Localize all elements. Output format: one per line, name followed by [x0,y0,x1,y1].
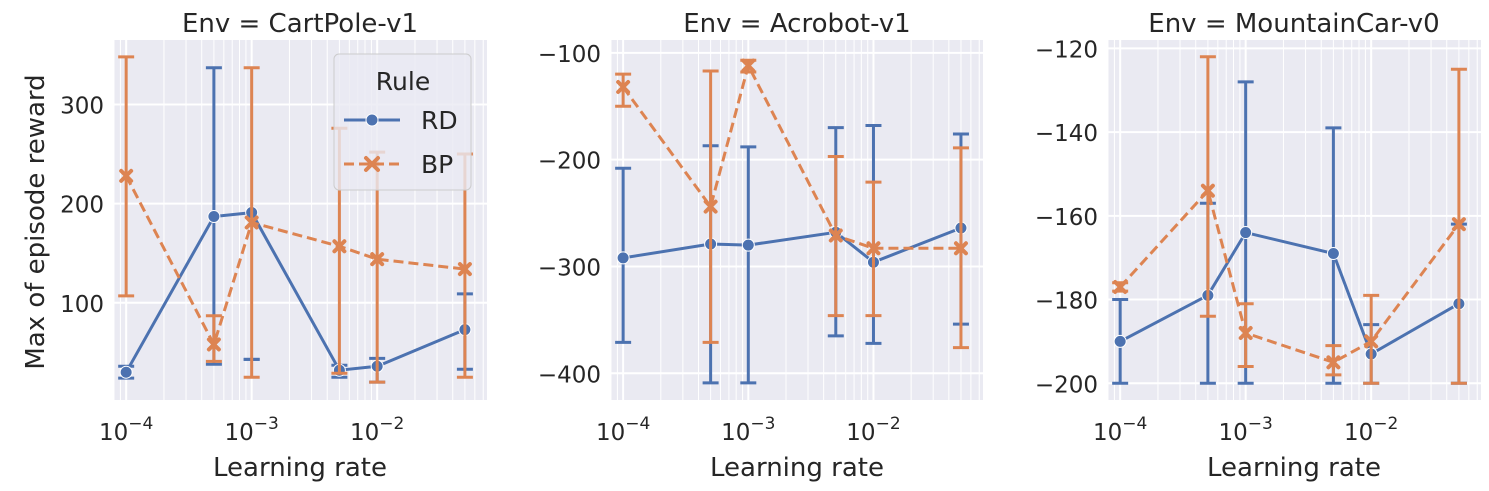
data-point [828,228,843,243]
series-line [622,226,962,264]
y-tick-label: 300 [60,93,104,119]
x-tick-label: 10−2 [350,414,404,446]
plot-area-2: −400 −300 −200 −100 10−4 10−3 10−2 [538,40,983,446]
y-tick-label: −160 [1035,205,1098,231]
y-tick-label: −200 [1035,372,1098,398]
series-line [124,175,466,349]
series-bp [1112,55,1467,385]
x-tick-label: 10−3 [721,414,775,446]
plot-area-3: −200 −180 −160 −140 −120 10−4 10−3 10−2 [1035,37,1481,446]
legend-bp-marker [364,156,380,172]
plot-background [1108,40,1481,400]
y-tick-label: 200 [60,193,104,219]
data-point [1326,355,1341,370]
legend-rd-marker [365,113,379,127]
legend-rd-label: RD [421,106,458,135]
data-point [206,337,221,352]
data-point [1239,226,1253,240]
data-point [616,251,630,265]
legend-title: Rule [376,67,430,96]
data-point [1113,279,1128,294]
x-tick-label: 10−3 [1218,414,1272,446]
series-bp [118,55,473,384]
data-point [866,241,881,256]
plot-background [611,40,983,400]
data-point [703,199,718,214]
data-point [953,241,968,256]
data-point [1113,334,1127,348]
x-tick-label: 10−4 [596,414,650,446]
series-line [1119,230,1460,357]
panel-mountaincar: Env = MountainCar-v0 Learning rate [1148,9,1439,483]
panel-cartpole: Env = CartPole-v1 Learning rate [182,9,418,483]
data-point [616,80,631,95]
series-line [621,61,961,250]
x-axis-label: Learning rate [1207,453,1381,483]
data-point [244,215,259,230]
data-point [207,210,221,224]
data-point [370,252,385,267]
y-tick-label: −200 [538,149,601,175]
y-tick-label: −400 [538,362,601,388]
x-tick-label: 10−2 [846,414,900,446]
y-tick-label: −180 [1035,289,1098,315]
series-rd [1112,80,1467,385]
x-tick-label: 10−3 [224,414,278,446]
y-tick-label: 100 [60,292,104,318]
data-point [1326,246,1340,260]
panel-acrobot: Env = Acrobot-v1 Learning rate [683,9,910,483]
x-axis-label: Learning rate [710,453,884,483]
legend: Rule RD BP [333,53,472,191]
data-point [1451,217,1466,232]
panel-title: Env = MountainCar-v0 [1148,9,1439,39]
series-bp [615,58,969,350]
y-tick-label: −120 [1035,37,1098,63]
x-tick-label: 10−4 [99,414,153,446]
y-axis-label: Max of episode reward [21,74,51,369]
x-tick-label: 10−2 [1344,414,1398,446]
y-tick-label: −300 [538,255,601,281]
data-point [1364,334,1379,349]
x-tick-label: 10−4 [1093,414,1147,446]
panel-title: Env = Acrobot-v1 [683,9,910,39]
y-tick-label: −140 [1035,121,1098,147]
series-line [124,211,466,373]
data-point [1200,183,1215,198]
x-axis-label: Learning rate [213,453,387,483]
data-point [741,58,756,73]
data-point [119,365,133,379]
panel-title: Env = CartPole-v1 [182,9,418,39]
legend-box [333,53,472,191]
series-line [1119,187,1461,364]
data-point [741,238,755,252]
data-point [1238,326,1253,341]
data-point [332,239,347,254]
data-point [457,262,472,277]
y-tick-label: −100 [538,42,601,68]
legend-bp-label: BP [421,150,453,179]
data-point [119,168,134,183]
